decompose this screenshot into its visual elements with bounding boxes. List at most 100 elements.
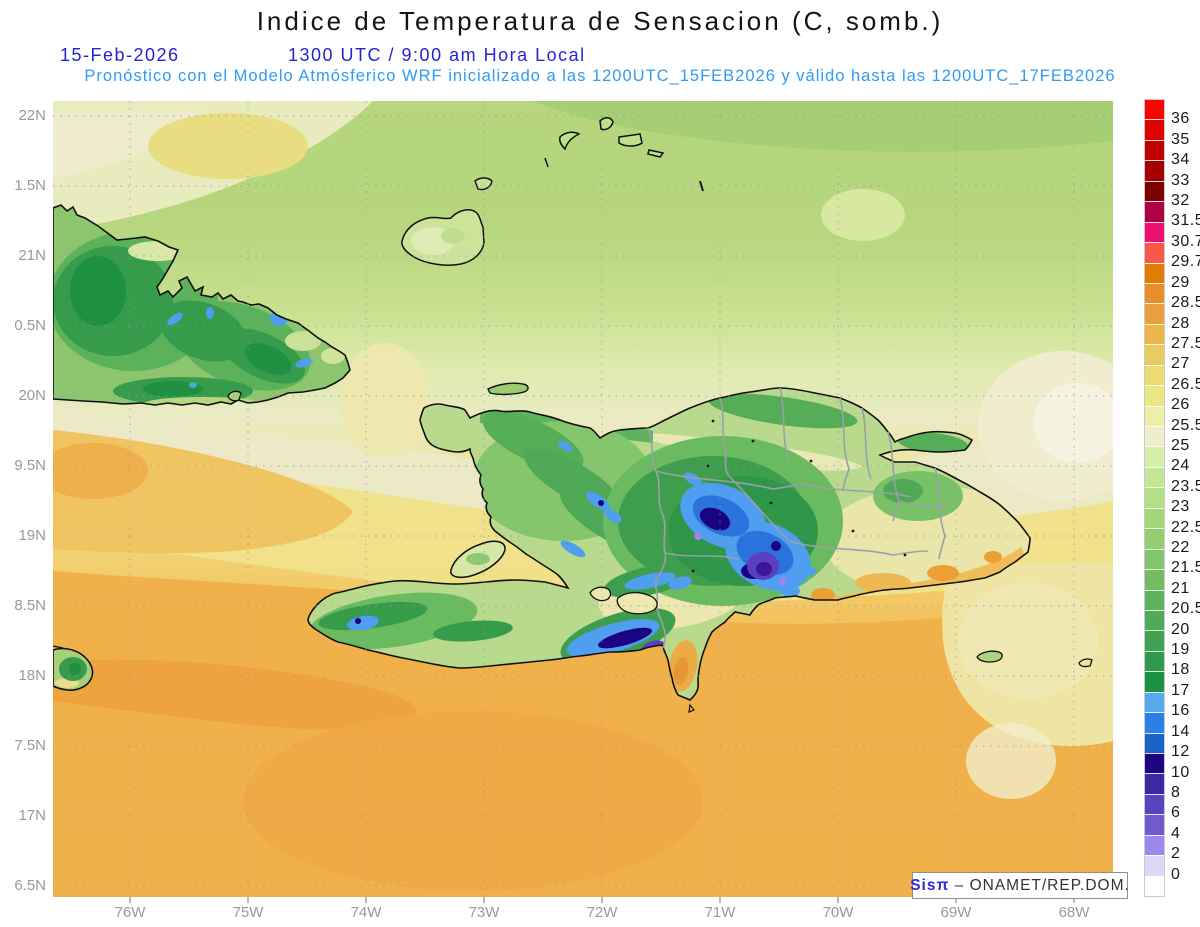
colorbar-label: 26 xyxy=(1171,396,1190,414)
colorbar-swatch xyxy=(1145,793,1164,815)
colorbar-swatch xyxy=(1145,100,1164,120)
beata-island xyxy=(688,703,695,713)
colorbar-swatch xyxy=(1145,691,1164,713)
colorbar-swatch xyxy=(1145,609,1164,631)
temperature-colorbar: 36 35 34 33 32 31.5 30.7 29.7 29 28.5 28 27.5 27 26.5… xyxy=(1144,99,1200,897)
colorbar-label: 19 xyxy=(1171,641,1190,659)
colorbar-label: 4 xyxy=(1171,824,1181,842)
saona-island xyxy=(976,650,1003,663)
colorbar-label: 26.5 xyxy=(1171,375,1200,393)
y-axis-label: 9.5N xyxy=(14,457,46,474)
colorbar-swatch xyxy=(1145,753,1164,774)
colorbar-label: 21.5 xyxy=(1171,559,1200,577)
colorbar-label: 23.5 xyxy=(1171,477,1200,495)
forecast-date: 15-Feb-2026 xyxy=(60,45,180,65)
colorbar-label: 22.5 xyxy=(1171,518,1200,536)
colorbar-swatch xyxy=(1145,589,1164,610)
colorbar-swatch xyxy=(1145,630,1164,651)
colorbar-swatch xyxy=(1145,323,1164,345)
colorbar-swatch xyxy=(1145,303,1164,324)
colorbar-swatch xyxy=(1145,139,1164,161)
y-axis-label: 7.5N xyxy=(14,737,46,754)
y-axis-label: 0.5N xyxy=(14,317,46,334)
colorbar-label: 14 xyxy=(1171,722,1190,740)
colorbar-swatch xyxy=(1145,650,1164,672)
colorbar-swatch xyxy=(1145,364,1164,386)
colorbar-swatch xyxy=(1145,732,1164,753)
colorbar-swatch xyxy=(1145,487,1164,508)
province-boundaries xyxy=(647,387,949,650)
colorbar-label: 2 xyxy=(1171,845,1181,863)
y-axis-label: 22N xyxy=(18,107,46,124)
border-lakes xyxy=(589,586,658,615)
x-axis-label: 75W xyxy=(232,904,264,921)
colorbar-label: 25 xyxy=(1171,436,1190,454)
colorbar-label: 30.7 xyxy=(1171,232,1200,250)
tortue-island xyxy=(487,382,529,396)
colorbar-swatch xyxy=(1145,855,1164,876)
colorbar-swatch xyxy=(1145,528,1164,549)
x-axis-label: 71W xyxy=(704,904,736,921)
colorbar-label: 20 xyxy=(1171,620,1190,638)
y-axis-label: 19N xyxy=(18,527,46,544)
colorbar-swatch xyxy=(1145,773,1164,794)
colorbar-label: 28.5 xyxy=(1171,294,1200,312)
colorbar-swatch xyxy=(1145,160,1164,181)
page-title: Indice de Temperatura de Sensacion (C, s… xyxy=(256,6,944,36)
colorbar-swatch xyxy=(1145,405,1164,426)
sispi-brand: Sisπ xyxy=(910,876,950,894)
colorbar-label: 22 xyxy=(1171,539,1190,557)
colorbar-label: 33 xyxy=(1171,171,1190,189)
colorbar-swatch xyxy=(1145,242,1164,263)
y-axis-label: 20N xyxy=(18,387,46,404)
jamaica-tip xyxy=(52,645,94,691)
colorbar-label: 16 xyxy=(1171,702,1190,720)
y-axis-label: 1.5N xyxy=(14,177,46,194)
colorbar-label: 35 xyxy=(1171,130,1190,148)
colorbar-swatch xyxy=(1145,814,1164,835)
colorbar-label: 17 xyxy=(1171,681,1190,699)
colorbar-swatch xyxy=(1145,446,1164,467)
colorbar-label: 31.5 xyxy=(1171,212,1200,230)
colorbar-swatch xyxy=(1145,671,1164,692)
turks-caicos-islands xyxy=(544,117,665,168)
hispaniola-terrain xyxy=(308,393,1030,692)
y-axis-label: 18N xyxy=(18,667,46,684)
colorbar-label: 8 xyxy=(1171,783,1181,801)
x-axis-ticks xyxy=(129,897,1075,903)
x-axis-label: 68W xyxy=(1058,904,1090,921)
colorbar-swatch xyxy=(1145,466,1164,488)
colorbar-label: 34 xyxy=(1171,151,1190,169)
x-axis-label: 74W xyxy=(350,904,382,921)
colorbar-swatch xyxy=(1145,119,1164,140)
colorbar-label: 10 xyxy=(1171,763,1190,781)
x-axis-label: 76W xyxy=(114,904,146,921)
graticule xyxy=(53,101,1113,897)
map-area xyxy=(38,101,1148,903)
colorbar-label: 28 xyxy=(1171,314,1190,332)
colorbar-swatch xyxy=(1145,507,1164,529)
colorbar-swatch xyxy=(1145,385,1164,406)
colorbar-label: 27.5 xyxy=(1171,334,1200,352)
colorbar-label: 24 xyxy=(1171,457,1190,475)
colorbar-swatch xyxy=(1145,834,1164,856)
watermark-separator: – xyxy=(949,876,970,894)
x-axis-label: 70W xyxy=(822,904,854,921)
colorbar-swatch xyxy=(1145,548,1164,570)
colorbar-label: 21 xyxy=(1171,579,1190,597)
colorbar-label: 6 xyxy=(1171,804,1181,822)
colorbar-label: 23 xyxy=(1171,498,1190,516)
cuba-terrain xyxy=(53,231,345,405)
y-axis-label: 8.5N xyxy=(14,597,46,614)
colorbar-label: 20.5 xyxy=(1171,600,1200,618)
colorbar-label: 27 xyxy=(1171,355,1190,373)
colorbar-swatch xyxy=(1145,344,1164,365)
y-axis-label: 17N xyxy=(18,807,46,824)
colorbar-swatch xyxy=(1145,180,1164,202)
colorbar-swatch xyxy=(1145,221,1164,243)
y-axis-label: 21N xyxy=(18,247,46,264)
map-specks xyxy=(691,180,907,573)
colorbar-label: 0 xyxy=(1171,865,1181,883)
model-init-line: Pronóstico con el Modelo Atmósferico WRF… xyxy=(84,67,1116,85)
